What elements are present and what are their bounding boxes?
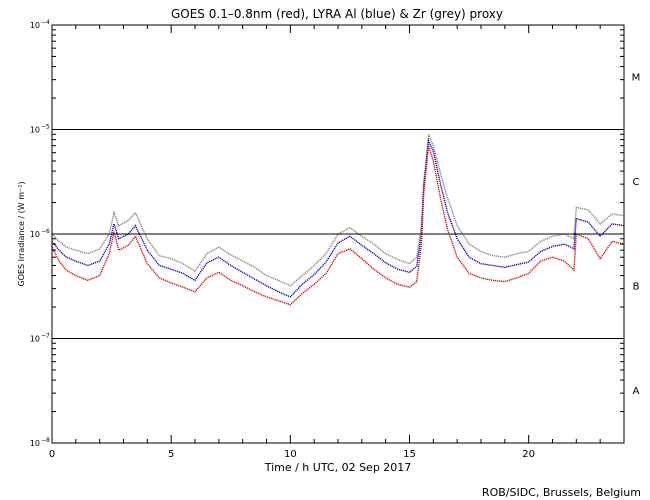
flare-class-labels: A B C M [632, 73, 641, 397]
y-tick-label: 10 [30, 126, 40, 135]
flare-class-label-b: B [633, 282, 640, 293]
series-line-1 [51, 138, 625, 298]
series-line-2 [51, 145, 625, 306]
flare-class-label-a: A [633, 386, 640, 397]
x-tick-label: 15 [403, 449, 416, 460]
y-tick-label: 10 [30, 439, 40, 448]
y-tick-exponent: −7 [41, 333, 50, 340]
credit-text: ROB/SIDC, Brussels, Belgium [482, 486, 641, 499]
series-layer [51, 134, 625, 306]
y-tick-exponent: −5 [41, 124, 50, 131]
y-tick-exponent: −6 [41, 228, 50, 235]
y-axis-label: GOES Irradiance / (W m⁻²) [17, 181, 26, 286]
x-tick-label: 20 [522, 449, 535, 460]
y-tick-label: 10 [30, 335, 40, 344]
x-tick-label: 10 [284, 449, 297, 460]
y-tick-exponent: −8 [41, 437, 50, 444]
y-tick-exponent: −4 [41, 19, 50, 26]
x-axis: 0 5 10 15 20 [49, 25, 625, 460]
x-axis-label: Time / h UTC, 02 Sep 2017 [264, 461, 412, 474]
x-tick-label: 5 [168, 449, 174, 460]
flare-class-lines [52, 129, 624, 339]
flare-class-label-c: C [633, 177, 640, 188]
series-line-0 [51, 134, 625, 287]
chart-title: GOES 0.1–0.8nm (red), LYRA Al (blue) & Z… [171, 7, 503, 21]
y-tick-label: 10 [30, 230, 40, 239]
x-tick-label: 0 [49, 449, 55, 460]
y-axis: 10−810−710−610−510−4 [30, 19, 624, 448]
flare-class-label-m: M [632, 73, 641, 84]
y-tick-label: 10 [30, 21, 40, 30]
